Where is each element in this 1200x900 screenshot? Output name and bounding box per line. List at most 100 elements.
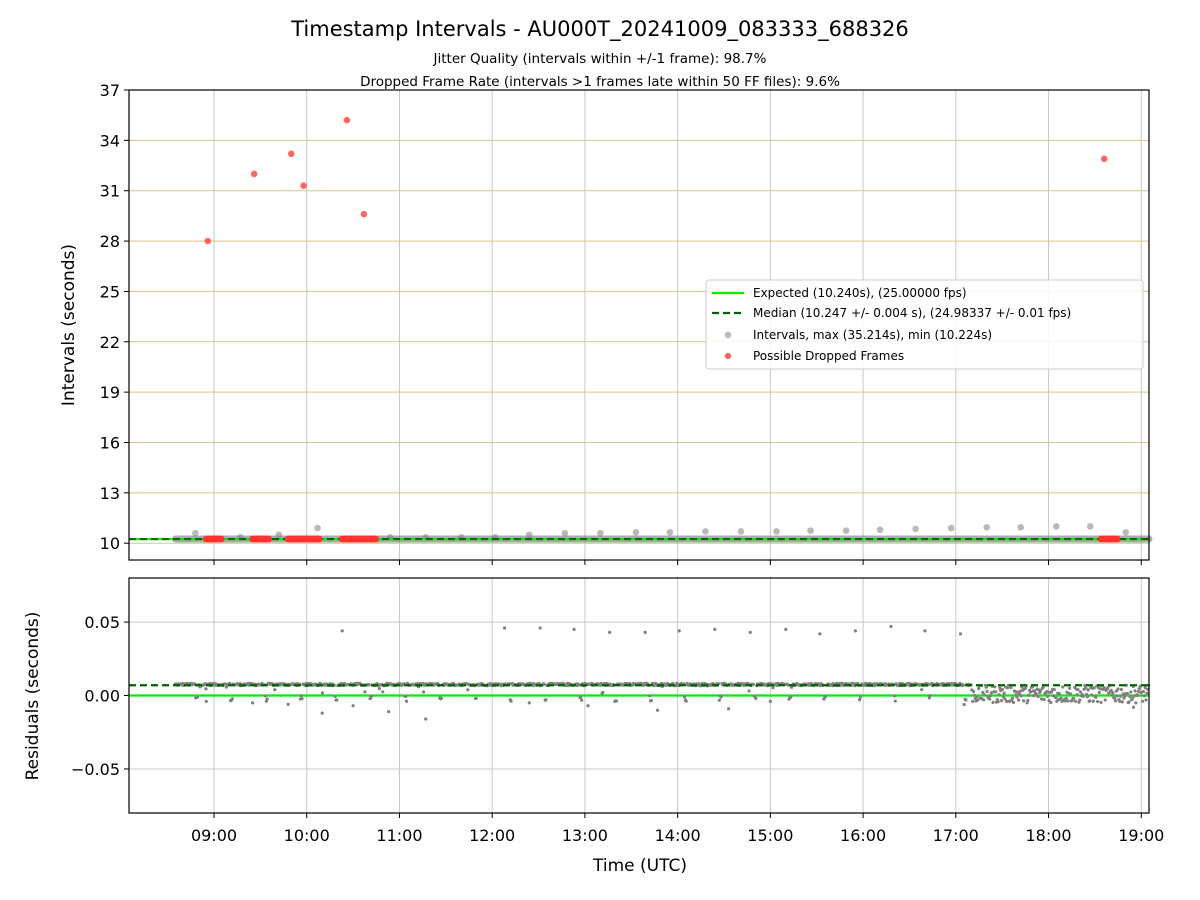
top-y-tick-label: 31 — [100, 182, 120, 201]
residual-outlier-point — [784, 627, 788, 632]
residual-point — [1054, 695, 1058, 700]
residual-point — [1136, 689, 1141, 694]
residual-point — [928, 694, 932, 698]
residual-point — [1130, 696, 1135, 700]
interval-point — [1017, 523, 1025, 531]
residual-point — [1019, 694, 1023, 698]
interval-point — [842, 527, 850, 534]
legend-box — [705, 279, 1144, 370]
residual-point — [824, 694, 828, 698]
residual-point — [1141, 689, 1146, 694]
x-tick-label: 19:00 — [1118, 826, 1164, 845]
bottom-plot-marks — [129, 624, 1151, 721]
dropped-frame-point — [300, 182, 307, 189]
top-plot-grid — [129, 89, 1149, 560]
residual-point — [320, 691, 325, 695]
residual-point — [972, 693, 976, 697]
residual-point — [1099, 700, 1103, 704]
residual-point — [991, 700, 995, 704]
residual-point — [1015, 695, 1019, 699]
residual-point — [1016, 698, 1021, 702]
x-tick-label: 16:00 — [840, 826, 886, 845]
residual-point — [893, 699, 897, 703]
residual-outlier-point — [527, 701, 531, 705]
residual-point — [1132, 694, 1136, 698]
residual-outlier-point — [748, 630, 752, 634]
residual-point — [1028, 690, 1033, 694]
residual-point — [367, 683, 371, 687]
residual-point — [1134, 701, 1138, 705]
residual-point — [299, 694, 303, 698]
residual-outlier-point — [713, 627, 717, 632]
residual-point — [1141, 699, 1145, 703]
dropped-frame-point — [250, 170, 258, 178]
chart-title: Timestamp Intervals - AU000T_20241009_08… — [290, 17, 909, 42]
residual-point — [1072, 696, 1076, 701]
residual-point — [1092, 686, 1096, 690]
residual-point — [719, 695, 723, 699]
x-tick-label: 18:00 — [1025, 826, 1071, 845]
residual-point — [964, 698, 968, 702]
residual-outlier-point — [204, 699, 208, 703]
residual-point — [1076, 688, 1080, 692]
residual-point — [1022, 699, 1026, 703]
residual-point — [789, 695, 793, 699]
residual-point — [439, 696, 444, 700]
residual-point — [1102, 686, 1107, 690]
x-tick-label: 14:00 — [655, 826, 701, 845]
x-tick-label: 15:00 — [747, 826, 793, 845]
residual-point — [971, 689, 976, 694]
residual-point — [1033, 689, 1037, 693]
residual-outlier-point — [677, 629, 681, 633]
residual-outlier-point — [572, 627, 576, 632]
residual-point — [1036, 694, 1040, 699]
residual-point — [542, 682, 546, 686]
legend-dropped-swatch — [724, 352, 732, 360]
residual-point — [754, 696, 758, 701]
residual-outlier-point — [923, 629, 927, 633]
top-y-tick-label: 22 — [100, 333, 120, 352]
legend: Expected (10.240s), (25.00000 fps) Media… — [705, 279, 1144, 370]
residual-point — [999, 699, 1004, 703]
interval-point — [912, 525, 919, 533]
residual-outlier-point — [655, 708, 660, 712]
residual-point — [981, 690, 985, 695]
legend-dropped-label: Possible Dropped Frames — [753, 349, 904, 363]
residual-point — [976, 698, 980, 702]
residual-point — [1098, 687, 1102, 691]
residual-outlier-point — [727, 707, 731, 711]
residual-point — [404, 699, 409, 703]
chart-subtitle-dropped: Dropped Frame Rate (intervals >1 frames … — [360, 74, 840, 90]
residual-outlier-point — [1131, 705, 1136, 709]
residual-point — [1120, 700, 1124, 704]
residual-point — [1138, 684, 1142, 688]
interval-point — [561, 529, 569, 537]
bottom-y-tick-label: 0.05 — [84, 613, 120, 632]
x-tick-label: 17:00 — [933, 826, 979, 845]
residual-point — [370, 694, 374, 698]
residual-point — [1073, 699, 1078, 703]
residual-point — [1066, 699, 1070, 703]
legend-intervals-label: Intervals, max (35.214s), min (10.224s) — [753, 328, 992, 342]
residual-point — [1059, 696, 1063, 700]
residual-point — [1002, 691, 1006, 695]
residual-point — [577, 683, 581, 687]
residual-point — [1133, 689, 1137, 693]
dropped-frame-point — [287, 150, 295, 158]
residual-point — [1097, 690, 1101, 695]
residual-point — [1144, 698, 1148, 702]
residual-point — [1034, 692, 1039, 696]
residual-point — [1084, 686, 1088, 690]
residual-point — [1085, 694, 1090, 699]
residual-outlier-point — [538, 626, 542, 630]
interval-point — [1086, 523, 1094, 530]
residual-point — [1111, 691, 1115, 695]
dropped-frame-point — [360, 210, 368, 218]
residual-outlier-point — [251, 701, 255, 705]
interval-point — [876, 526, 884, 534]
top-y-tick-label: 13 — [100, 484, 120, 503]
interval-point — [192, 529, 199, 537]
dropped-frame-point — [1113, 535, 1121, 543]
residual-outlier-point — [853, 629, 857, 633]
residual-point — [1116, 687, 1120, 691]
